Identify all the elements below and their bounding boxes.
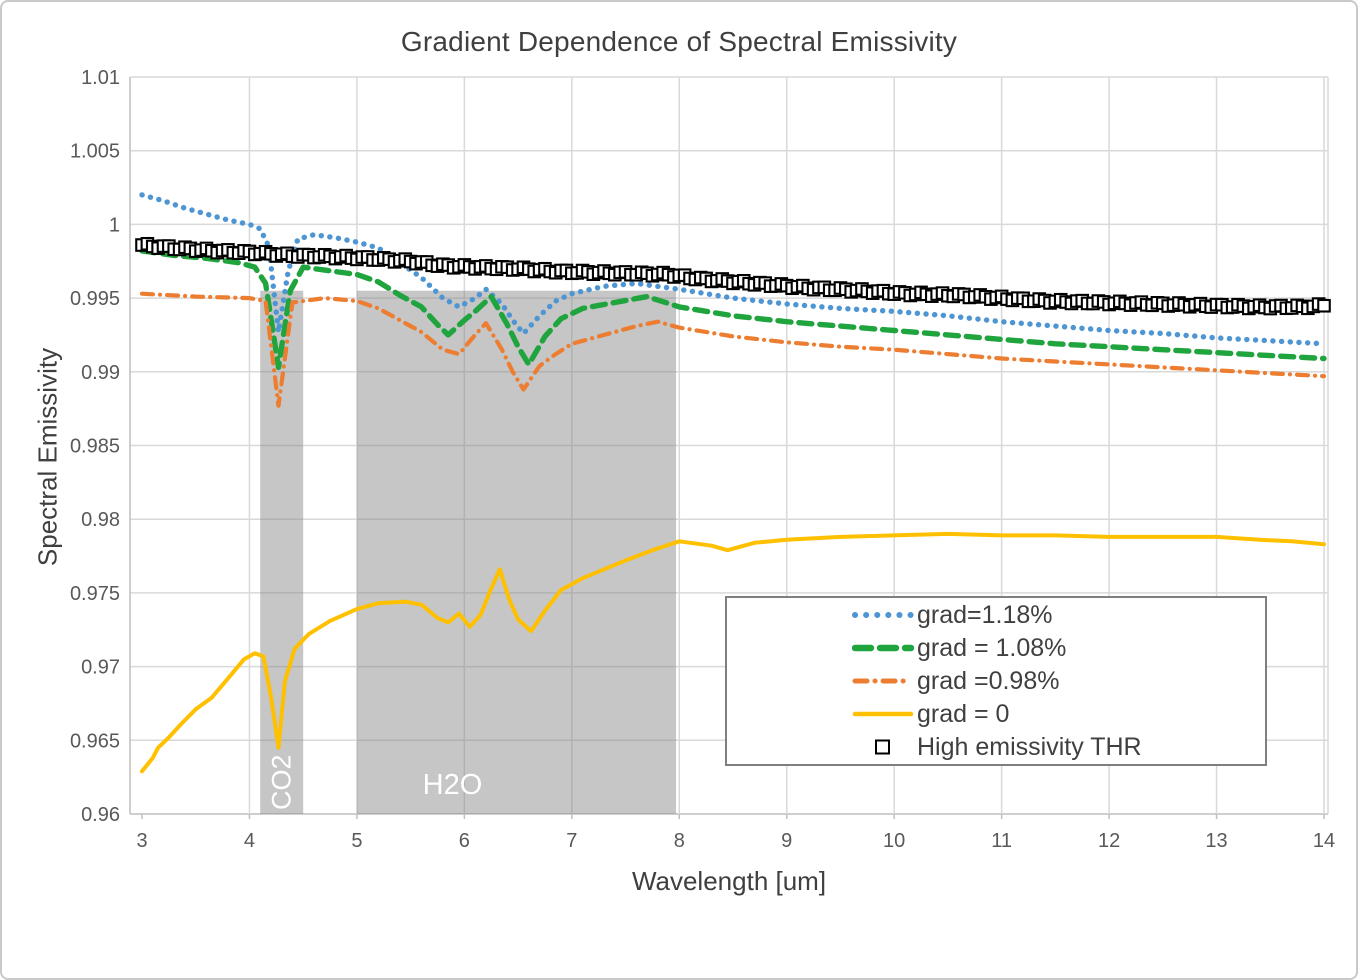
y-axis-title: Spectral Emissivity	[32, 347, 63, 567]
legend-label: grad = 0	[917, 699, 1010, 728]
band-co2	[260, 290, 304, 815]
band-label-co2: CO2	[267, 754, 297, 810]
y-tick-label: 0.995	[70, 288, 120, 310]
legend-label: High emissivity THR	[917, 732, 1142, 761]
x-tick-label: 9	[781, 830, 792, 852]
series-grad-0.98-	[139, 291, 1327, 408]
y-tick-label: 0.975	[70, 583, 120, 605]
x-tick-label: 10	[883, 830, 905, 852]
y-tick-label: 0.96	[81, 804, 120, 826]
series-grad-0	[140, 531, 1326, 774]
x-tick-label: 8	[674, 830, 685, 852]
y-tick-label: 1	[109, 214, 120, 236]
legend-swatch-dotted	[852, 612, 914, 618]
legend: grad=1.18% grad = 1.08% grad =0.98% grad = …	[725, 596, 1267, 766]
legend-swatch-square-markers	[875, 739, 890, 755]
chart-title: Gradient Dependence of Spectral Emissivi…	[400, 26, 958, 57]
band-label-h2o: H2O	[423, 769, 483, 801]
y-tick-label: 0.965	[70, 730, 120, 752]
series-high-emissivity-thr	[135, 236, 1331, 316]
y-tick-label: 0.99	[81, 362, 120, 384]
legend-item: grad =0.98%	[727, 665, 1265, 697]
band-h2o	[356, 290, 677, 815]
x-axis-title: Wavelength [um]	[631, 866, 827, 896]
x-tick-label: 5	[351, 830, 362, 852]
legend-item: High emissivity THR	[727, 731, 1265, 763]
legend-item: grad = 1.08%	[727, 632, 1265, 664]
legend-label: grad =0.98%	[917, 666, 1060, 695]
x-tick-label: 12	[1098, 830, 1120, 852]
legend-label: grad=1.18%	[917, 600, 1053, 629]
y-tick-label: 1.005	[70, 141, 120, 163]
legend-swatch-dashdot	[852, 678, 914, 684]
x-tick-label: 4	[244, 830, 255, 852]
x-tick-label: 6	[459, 830, 470, 852]
legend-label: grad = 1.08%	[917, 633, 1067, 662]
series-grad-1.08-	[139, 248, 1327, 371]
x-tick-label: 7	[566, 830, 577, 852]
legend-item: grad = 0	[727, 698, 1265, 730]
y-tick-label: 0.98	[81, 509, 120, 531]
y-tick-label: 0.985	[70, 436, 120, 458]
legend-swatch-dashed	[852, 644, 914, 652]
y-tick-label: 1.01	[81, 67, 120, 89]
absorption-bands	[260, 290, 677, 815]
x-tick-label: 13	[1205, 830, 1227, 852]
legend-item: grad=1.18%	[727, 599, 1265, 631]
x-tick-label: 11	[991, 830, 1012, 852]
legend-swatch-solid	[852, 711, 914, 717]
tick-labels: 1.01 1.005 1 0.995 0.99 0.985 0.98 0.975 0.97 0.9…	[70, 67, 1335, 852]
x-tick-label: 3	[136, 830, 147, 852]
x-tick-label: 14	[1313, 830, 1335, 852]
y-tick-label: 0.97	[81, 657, 120, 679]
